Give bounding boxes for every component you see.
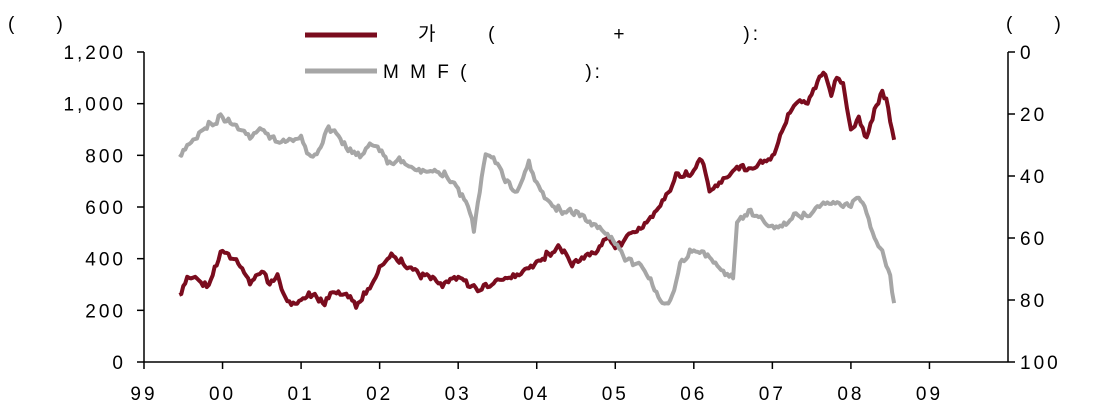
series-line-mmf xyxy=(178,112,897,306)
axes xyxy=(137,51,1015,369)
right-y-tick-label: 0 xyxy=(1020,43,1034,64)
legend-label-price: 가 ( + ): xyxy=(418,23,761,45)
right-y-tick-label: 60 xyxy=(1020,229,1047,250)
x-tick-label: 01 xyxy=(288,384,315,405)
legend: 가 ( + ): M M F ( ): xyxy=(305,23,761,83)
x-tick-label: 06 xyxy=(680,384,707,405)
left-y-tick-label: 600 xyxy=(85,198,126,219)
plot-area xyxy=(178,70,897,310)
right-y-tick-label: 80 xyxy=(1020,291,1047,312)
x-tick-label: 05 xyxy=(602,384,629,405)
left-y-tick-label: 400 xyxy=(85,250,126,271)
right-y-tick-label: 100 xyxy=(1020,353,1061,374)
left-y-tick-label: 0 xyxy=(112,353,126,374)
right-y-tick-label: 20 xyxy=(1020,105,1047,126)
x-tick-label: 00 xyxy=(209,384,236,405)
x-tick-label: 08 xyxy=(837,384,864,405)
right-y-tick-label: 40 xyxy=(1020,167,1047,188)
x-tick-label: 99 xyxy=(130,384,157,405)
legend-label-mmf: M M F ( ): xyxy=(383,62,603,83)
x-tick-label: 04 xyxy=(523,384,550,405)
left-y-tick-label: 200 xyxy=(85,301,126,322)
x-tick-label: 02 xyxy=(366,384,393,405)
left-y-tick-label: 1,200 xyxy=(63,43,126,64)
x-tick-label: 03 xyxy=(445,384,472,405)
left-y-tick-label: 1,000 xyxy=(63,95,126,116)
x-tick-label: 09 xyxy=(916,384,943,405)
left-y-tick-label: 800 xyxy=(85,146,126,167)
left-axis-unit-label: ( ) xyxy=(8,14,63,35)
x-tick-label: 07 xyxy=(759,384,786,405)
series-line-price xyxy=(178,70,897,310)
right-axis-unit-label: ( ) xyxy=(1006,14,1061,35)
